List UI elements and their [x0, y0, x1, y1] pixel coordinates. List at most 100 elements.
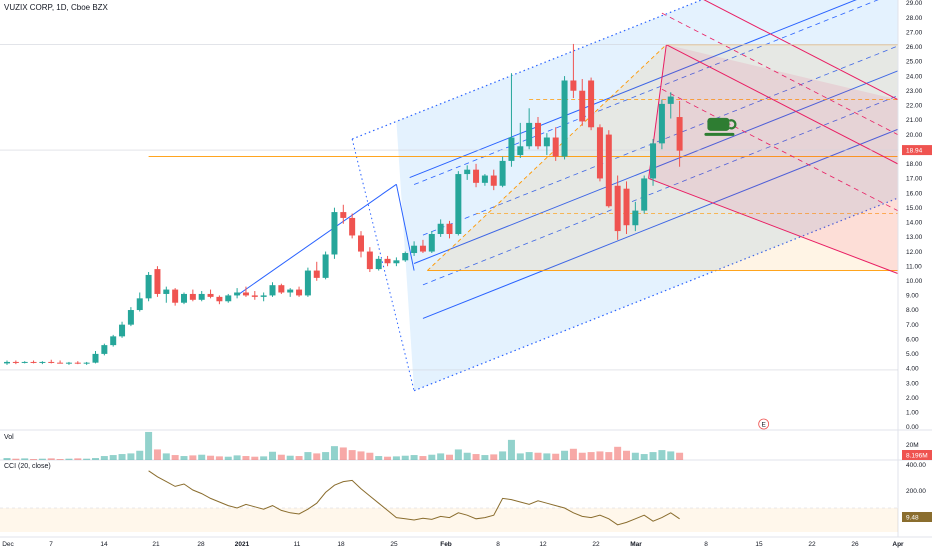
price-tick-label: 6.00: [906, 336, 919, 343]
pitchfork-lower-outer-line: [413, 197, 899, 392]
drawing-tools-layer[interactable]: E: [148, 0, 899, 430]
candle-body: [172, 289, 179, 303]
candle-body: [83, 362, 90, 364]
volume-bar: [401, 455, 409, 460]
candle-body: [57, 362, 64, 364]
candle-body: [650, 143, 657, 179]
price-tick-label: 7.00: [906, 322, 919, 329]
candle-body: [198, 293, 205, 300]
volume-bar: [83, 458, 91, 460]
volume-pane-label: Vol: [4, 434, 14, 441]
price-tick-label: 3.00: [906, 380, 919, 387]
volume-bar: [676, 452, 684, 460]
candle-body: [12, 361, 19, 363]
cci-pane-label: CCI (20, close): [4, 463, 51, 470]
volume-bar: [454, 449, 462, 460]
volume-bar: [446, 454, 453, 460]
volume-bar: [596, 451, 604, 460]
candle-body: [242, 292, 249, 296]
candle-body: [623, 188, 630, 226]
candle-body: [588, 80, 595, 128]
last-price-tag-bg: [902, 145, 932, 156]
candle-body: [366, 251, 373, 270]
volume-bar: [30, 459, 38, 460]
candle-body: [4, 361, 10, 364]
volume-bar: [207, 455, 215, 460]
volume-bar: [640, 454, 648, 460]
volume-bar: [269, 451, 276, 460]
price-tick-label: 12.00: [906, 249, 923, 256]
cci-line: [148, 470, 680, 526]
fib-zone-fill: [427, 44, 898, 271]
volume-tick-label: 20M: [906, 442, 919, 449]
price-tick-label: 14.00: [906, 220, 923, 227]
volume-bar: [162, 453, 170, 460]
price-tick-label: 1.00: [906, 410, 919, 417]
volume-bar: [118, 454, 126, 460]
pitchfork-lower-line: [422, 128, 899, 319]
volume-bar: [649, 452, 657, 460]
candle-body: [632, 210, 639, 226]
volume-bar: [92, 458, 99, 460]
volume-bar: [428, 454, 436, 460]
candle-body: [446, 223, 453, 235]
cci-series: [0, 470, 898, 532]
price-tick-label: 21.00: [906, 117, 923, 124]
time-tick-label: Feb: [440, 541, 452, 548]
volume-bar: [375, 456, 383, 460]
price-tick-label: 15.00: [906, 205, 923, 212]
volume-bar: [667, 451, 675, 460]
candle-body: [526, 122, 533, 147]
price-axis[interactable]: 0.00 1.00 2.00 3.00 4.00 5.00 6.00 7.00 8.00 9.00…: [906, 0, 926, 495]
pitchfork-dashed-line: [422, 95, 899, 286]
candle-series: [4, 43, 683, 365]
price-tick-label: 16.00: [906, 190, 923, 197]
price-tick-label: 23.00: [906, 88, 923, 95]
candle-body: [579, 90, 586, 122]
pink-pitchfork-median: [666, 44, 899, 165]
candle-body: [110, 336, 117, 346]
candle-body: [216, 296, 223, 302]
pink-pitchfork-upper: [703, 0, 899, 101]
fib-trend-line: [427, 44, 667, 271]
cci-value-tag-bg: [902, 512, 932, 522]
time-tick-label: 25: [390, 541, 398, 548]
volume-bar: [348, 450, 356, 460]
candle-body: [154, 269, 161, 294]
time-tick-label: 22: [808, 541, 816, 548]
candle-body: [322, 254, 329, 278]
volume-bar: [295, 456, 303, 460]
cci-tick-label: 200.00: [906, 488, 926, 495]
candle-body: [561, 80, 568, 157]
volume-bar: [136, 450, 144, 460]
volume-bar: [631, 452, 639, 460]
time-tick-label: 14: [100, 541, 108, 548]
volume-bar: [313, 453, 321, 460]
symbol-title[interactable]: VUZIX CORP, 1D, Cboe BZX: [4, 3, 108, 12]
volume-bar: [366, 452, 374, 460]
candle-body: [676, 117, 683, 151]
volume-bar: [605, 452, 613, 460]
time-axis[interactable]: Dec 7 14 21 28 2021 11 18 25 Feb 8 12 22 Mar 8 15 22 26 Ap…: [2, 541, 904, 548]
volume-bar: [437, 453, 445, 460]
candle-body: [473, 169, 480, 183]
candle-body: [614, 185, 621, 232]
candle-body: [499, 160, 506, 186]
price-tags: 18.94 8.196M 9.48: [902, 145, 932, 522]
time-tick-label: Dec: [2, 541, 14, 548]
time-tick-label: Apr: [892, 541, 904, 548]
volume-bar: [233, 455, 241, 460]
candle-body: [225, 295, 232, 302]
pitchfork-upper-outer-line: [351, 0, 703, 140]
candle-body: [207, 293, 214, 297]
volume-bar: [330, 446, 338, 460]
candle-body: [517, 146, 524, 156]
volume-bar: [180, 456, 188, 460]
cci-value-tag: 9.48: [906, 514, 919, 521]
volume-bar: [410, 455, 418, 460]
volume-bar: [198, 454, 206, 460]
price-tick-label: 24.00: [906, 73, 923, 80]
candle-body: [287, 289, 294, 293]
volume-bar: [215, 456, 223, 460]
